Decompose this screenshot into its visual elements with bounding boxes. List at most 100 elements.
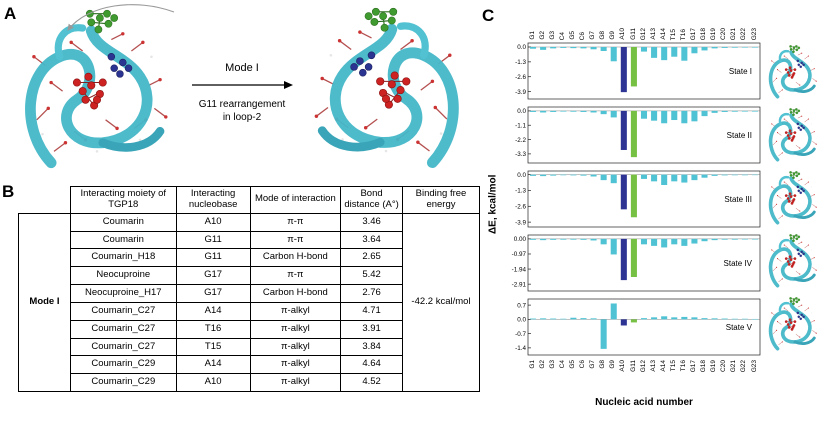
state-structure-thumbnail <box>768 232 819 288</box>
x-tick-label: C6 <box>579 31 587 40</box>
table-cell: T16 <box>175 319 251 339</box>
svg-text:-2.2: -2.2 <box>515 137 526 144</box>
table-cell: 3.84 <box>340 337 403 357</box>
x-tick-label: G8 <box>599 360 607 369</box>
table-cell: 4.52 <box>340 373 403 392</box>
table-cell: π-π <box>249 266 342 286</box>
x-tick-label: G8 <box>599 31 607 40</box>
x-tick-label: T16 <box>679 28 687 40</box>
table-row: Coumarin_C27 T16 π-alkyl 3.91 <box>19 319 480 339</box>
panel-c-label: C <box>482 6 495 25</box>
right-arrow-icon <box>192 81 293 89</box>
x-tick-label: G12 <box>639 27 647 40</box>
svg-text:0.0: 0.0 <box>517 44 526 51</box>
panel-a-label: A <box>4 4 17 23</box>
table-row: Coumarin_C29 A10 π-alkyl 4.52 <box>19 373 480 392</box>
panel-b: B Interacting moiety of TGP18 Interacting… <box>0 180 481 426</box>
table-cell: A14 <box>175 355 251 375</box>
x-tick-label: C20 <box>720 28 728 40</box>
x-tick-label: G2 <box>538 31 546 40</box>
svg-text:-2.6: -2.6 <box>515 204 526 211</box>
x-tick-label: G17 <box>690 360 698 373</box>
table-cell: A10 <box>175 373 251 392</box>
table-cell: G17 <box>175 284 251 303</box>
x-tick-label: C20 <box>720 360 728 372</box>
svg-text:0.0: 0.0 <box>517 317 526 324</box>
table-row: Coumarin_C27 T15 π-alkyl 3.84 <box>19 337 480 357</box>
svg-text:-3.9: -3.9 <box>515 89 526 96</box>
table-cell: Coumarin_C27 <box>69 319 177 339</box>
charts-column: G1 G2 G3 C4 G5 C6 G7 G8 G9 A10 G11 G12 A13 A14 T15 T16 G… <box>500 4 762 426</box>
x-tick-label: G23 <box>750 360 758 373</box>
state-chart: 0.0 -1.1 -2.2 -3.3 State II <box>515 106 761 164</box>
x-tick-label: G22 <box>740 27 748 40</box>
x-tick-label: G5 <box>569 31 577 40</box>
mode-label-cell: Mode I <box>18 212 71 392</box>
table-cell: π-alkyl <box>249 355 342 375</box>
svg-text:-1.4: -1.4 <box>515 345 526 352</box>
x-tick-label: G18 <box>700 360 708 373</box>
table-cell: π-alkyl <box>249 373 342 392</box>
x-tick-label: G19 <box>710 360 718 373</box>
x-tick-label: A14 <box>659 28 667 40</box>
state-structures <box>762 42 824 426</box>
table-cell: Carbon H-bond <box>249 248 342 268</box>
svg-text:State V: State V <box>726 323 753 332</box>
x-tick-label: G5 <box>569 360 577 369</box>
svg-text:-1.3: -1.3 <box>515 59 526 66</box>
x-tick-label: G7 <box>589 31 597 40</box>
x-tick-label: G19 <box>710 27 718 40</box>
table-cell: π-π <box>249 230 342 250</box>
x-tick-label: G12 <box>639 360 647 373</box>
state-chart: 0.0 -1.3 -2.6 -3.9 State I <box>515 42 761 100</box>
x-tick-label: G21 <box>730 360 738 373</box>
svg-text:State IV: State IV <box>724 259 753 268</box>
x-tick-label: G3 <box>548 31 556 40</box>
table-row: Mode I Coumarin A10 π-π 3.46 -42.2 kcal/mol <box>18 212 481 392</box>
x-tick-label: C4 <box>559 360 567 369</box>
category-labels-top: G1 G2 G3 C4 G5 C6 G7 G8 G9 A10 G11 G12 A13 A14 T15 T16 G… <box>528 4 760 40</box>
panel-c: C ΔE, kcal/mol G1 G2 G3 C4 G5 C6 G7 G8 G9 A10 G11 G… <box>480 0 825 426</box>
state-structure-thumbnail <box>768 169 819 225</box>
table-row: Coumarin_C29 A14 π-alkyl 4.64 <box>19 355 480 375</box>
ligand-motion-arrow-icon <box>67 4 175 31</box>
svg-text:State II: State II <box>727 131 752 140</box>
table-cell: π-alkyl <box>249 337 342 357</box>
x-tick-label: C6 <box>579 360 587 369</box>
table-cell: A14 <box>175 301 251 321</box>
svg-text:-3.9: -3.9 <box>515 219 526 226</box>
table-cell: 3.91 <box>340 319 403 339</box>
x-tick-label: G7 <box>589 360 597 369</box>
svg-text:-1.1: -1.1 <box>515 122 526 129</box>
x-tick-label: G18 <box>700 27 708 40</box>
table-corner <box>19 187 71 214</box>
table-row: Coumarin_C27 A14 π-alkyl 4.71 <box>19 301 480 321</box>
x-tick-label: G23 <box>750 27 758 40</box>
x-tick-label: G1 <box>528 360 536 369</box>
table-header: Interacting nucleobase <box>175 186 251 214</box>
svg-text:-2.91: -2.91 <box>512 281 527 288</box>
x-tick-label: G11 <box>629 28 637 40</box>
y-axis-label: ΔE, kcal/mol <box>487 174 499 234</box>
table-cell: 4.71 <box>340 301 403 321</box>
table-cell: Coumarin_C27 <box>69 301 177 321</box>
table-cell: Coumarin <box>69 230 177 250</box>
x-tick-label: A13 <box>649 28 657 40</box>
x-tick-label: A10 <box>619 28 627 40</box>
x-tick-label: C4 <box>559 31 567 40</box>
table-cell: Coumarin_C29 <box>69 355 177 375</box>
charts-stack: 0.0 -1.3 -2.6 -3.9 State I 0.0 -1.1 -2.2 -3.3 Sta… <box>500 40 762 360</box>
x-tick-label: G9 <box>609 31 617 40</box>
table-cell: Coumarin_H18 <box>69 248 177 268</box>
table-header: Mode of interaction <box>249 186 342 214</box>
category-labels-bottom: G1 G2 G3 C4 G5 C6 G7 G8 G9 A10 G11 G12 A13 A14 T15 T16 G… <box>528 360 760 396</box>
table-header: Bond distance (A°) <box>340 186 403 214</box>
x-tick-label: G3 <box>548 360 556 369</box>
svg-text:-2.6: -2.6 <box>515 74 526 81</box>
svg-text:-0.7: -0.7 <box>515 331 526 338</box>
x-tick-label: A10 <box>619 360 627 372</box>
table-cell: Neocuproine_H17 <box>69 284 177 303</box>
svg-text:0.0: 0.0 <box>517 108 526 115</box>
svg-text:-1.94: -1.94 <box>512 266 527 273</box>
